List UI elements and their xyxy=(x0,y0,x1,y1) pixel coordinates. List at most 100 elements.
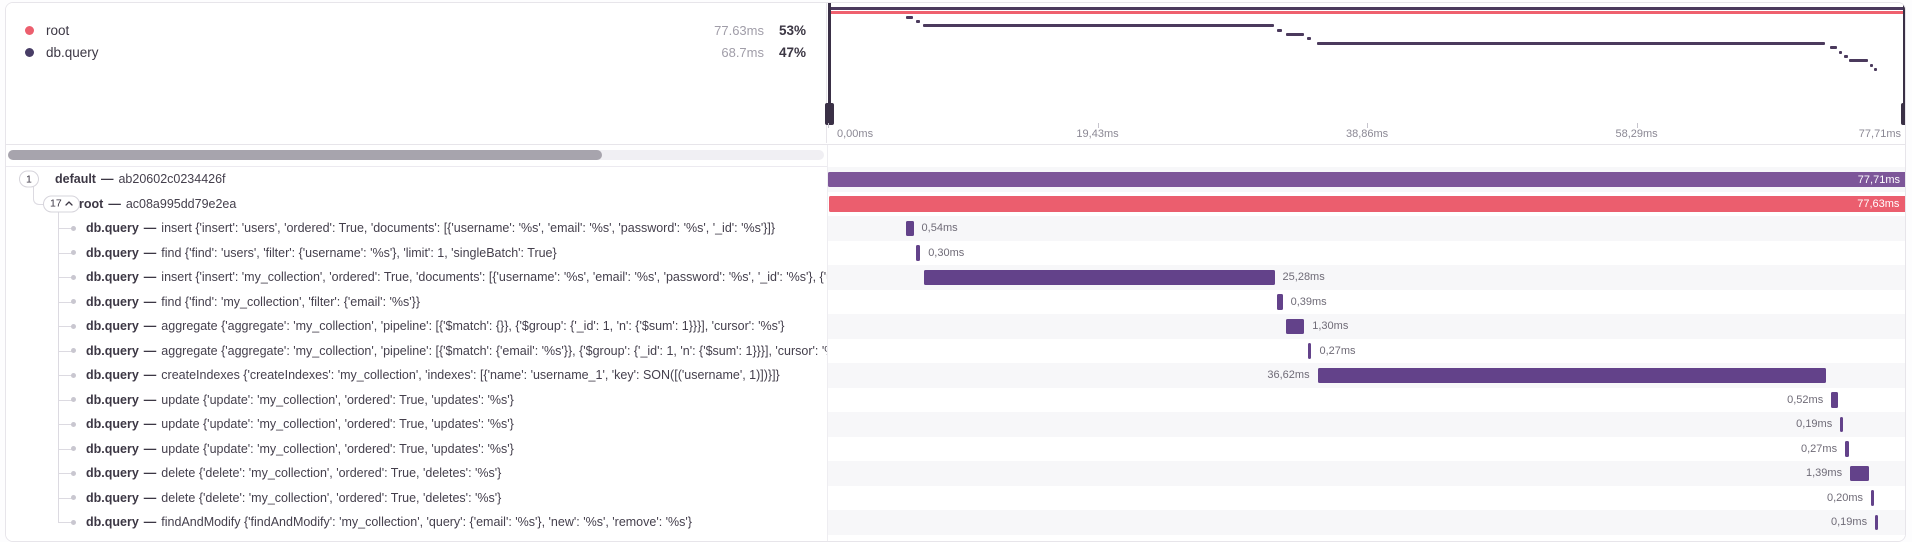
span-bar[interactable] xyxy=(1850,465,1870,481)
tree-row-db-query[interactable]: db.query — createIndexes {'createIndexes':… xyxy=(6,363,827,388)
duration-label: 0,20ms xyxy=(1826,491,1864,504)
tree-branch-dot xyxy=(71,250,76,256)
span-label: db.query — findAndModify {'findAndModify':… xyxy=(86,510,827,535)
span-bar[interactable] xyxy=(1286,318,1305,334)
span-bar[interactable] xyxy=(1875,514,1879,530)
span-detail: ac08a995dd79e2ea xyxy=(125,196,237,211)
span-bar[interactable]: 77,71ms xyxy=(828,171,1905,187)
span-name: db.query xyxy=(86,392,139,407)
axis-tick xyxy=(1097,123,1099,128)
tree-branch-line xyxy=(58,375,73,377)
count-badge[interactable]: 1 xyxy=(19,170,39,188)
tree-row-db-query[interactable]: db.query — findAndModify {'findAndModify':… xyxy=(6,510,827,535)
duration-label: 0,30ms xyxy=(928,246,965,259)
span-bar[interactable] xyxy=(1831,392,1839,408)
tree-row-db-query[interactable]: db.query — update {'update': 'my_collectio… xyxy=(6,412,827,437)
minimap-right-handle[interactable] xyxy=(1903,3,1905,105)
axis-tick-label: 58,29ms xyxy=(1615,128,1658,140)
span-bar[interactable]: 77,63ms xyxy=(828,196,1905,212)
minimap-span xyxy=(905,15,914,19)
legend-item-root[interactable]: root 77.63ms 53% xyxy=(6,19,826,41)
span-detail: delete {'delete': 'my_collection', 'orde… xyxy=(161,466,502,480)
minimap-span xyxy=(828,11,1905,15)
legend-item-db-query[interactable]: db.query 68.7ms 47% xyxy=(6,41,826,63)
duration-label: 0,54ms xyxy=(921,222,958,234)
tree-row-db-query[interactable]: db.query — update {'update': 'my_collectio… xyxy=(6,388,827,413)
timeline-row: 1,30ms xyxy=(828,314,1905,339)
time-axis: 0,00ms 19,43ms 38,86ms 58,29ms 77,71ms xyxy=(828,123,1905,144)
tree-branch-dot xyxy=(71,470,76,476)
badge-count: 17 xyxy=(50,197,62,210)
tree-row-root[interactable]: 17 root — ac08a995dd79e2ea xyxy=(6,192,827,217)
trace-viewer-card: root 77.63ms 53% db.query 68.7ms 47% 0,00ms 19… xyxy=(5,2,1906,542)
timeline-row: 36,62ms xyxy=(828,363,1905,388)
separator: — xyxy=(143,417,157,431)
legend-color-dot xyxy=(25,47,34,57)
span-bar[interactable] xyxy=(1307,343,1312,359)
tree-row-db-query[interactable]: db.query — update {'update': 'my_collectio… xyxy=(6,437,827,462)
tree-branch-dot xyxy=(71,446,76,452)
legend-label: db.query xyxy=(46,44,99,60)
axis-tick xyxy=(1367,123,1369,128)
minimap-left-handle-knob[interactable] xyxy=(825,103,834,125)
legend-percent: 47% xyxy=(778,44,806,60)
separator: — xyxy=(100,172,114,186)
span-name: db.query xyxy=(86,515,139,529)
duration-label: 77,63ms xyxy=(1857,198,1900,210)
span-name: db.query xyxy=(86,245,139,260)
minimap-span xyxy=(1276,28,1283,32)
span-bar[interactable] xyxy=(916,245,921,261)
separator: — xyxy=(143,368,157,382)
timeline-row: 0,30ms xyxy=(828,240,1905,265)
span-label: default — ab20602c0234426f xyxy=(55,167,827,192)
tree-row-db-query[interactable]: db.query — find {'find': 'users', 'filter'… xyxy=(6,241,827,266)
span-label: db.query — insert {'insert': 'my_collectio… xyxy=(86,265,827,290)
legend-panel: root 77.63ms 53% db.query 68.7ms 47% xyxy=(6,3,827,143)
minimap-left-handle[interactable] xyxy=(828,3,831,105)
timeline-row: 0,39ms xyxy=(828,289,1905,314)
separator: — xyxy=(143,245,157,260)
legend-label: root xyxy=(46,22,70,38)
tree-row-db-query[interactable]: db.query — insert {'insert': 'my_collectio… xyxy=(6,265,827,290)
span-detail: update {'update': 'my_collection', 'orde… xyxy=(161,417,514,431)
span-bar[interactable] xyxy=(1317,367,1827,383)
minimap-span xyxy=(1307,37,1311,41)
span-bar[interactable] xyxy=(906,220,914,236)
duration-label: 1,39ms xyxy=(1806,467,1843,479)
span-label: db.query — find {'find': 'my_collection', … xyxy=(86,290,827,315)
minimap-span xyxy=(828,7,1905,10)
tree-row-db-query[interactable]: db.query — delete {'delete': 'my_collectio… xyxy=(6,486,827,511)
span-label: root — ac08a995dd79e2ea xyxy=(79,192,827,217)
span-bar[interactable] xyxy=(1845,441,1849,457)
tree-row-default[interactable]: 1 default — ab20602c0234426f xyxy=(6,167,827,192)
scrollbar-thumb[interactable] xyxy=(8,150,602,160)
collapse-badge[interactable]: 17 xyxy=(43,195,80,213)
minimap-span xyxy=(1849,59,1869,63)
span-bar[interactable] xyxy=(1277,294,1283,310)
tree-row-db-query[interactable]: db.query — aggregate {'aggregate': 'my_col… xyxy=(6,339,827,364)
timeline-row: 0,27ms xyxy=(828,338,1905,363)
tree-row-db-query[interactable]: db.query — aggregate {'aggregate': 'my_col… xyxy=(6,314,827,339)
span-bar[interactable] xyxy=(923,269,1275,285)
minimap-right-handle-knob[interactable] xyxy=(1901,103,1905,125)
timeline-row: 0,20ms xyxy=(828,485,1905,510)
tree-row-db-query[interactable]: db.query — delete {'delete': 'my_collectio… xyxy=(6,461,827,486)
span-detail: update {'update': 'my_collection', 'orde… xyxy=(161,392,514,407)
separator: — xyxy=(143,490,157,505)
tree-branch-dot xyxy=(71,495,76,501)
separator: — xyxy=(143,270,157,284)
axis-tick-label: 38,86ms xyxy=(1345,128,1389,140)
span-bar[interactable] xyxy=(1871,490,1875,506)
span-label: db.query — find {'find': 'users', 'filter'… xyxy=(86,241,827,266)
tree-row-db-query[interactable]: db.query — insert {'insert': 'users', 'ord… xyxy=(6,216,827,241)
duration-label: 0,27ms xyxy=(1801,442,1838,455)
tree-branch-dot xyxy=(71,519,76,525)
duration-label: 0,19ms xyxy=(1831,516,1868,528)
timeline-row: 1,39ms xyxy=(828,461,1905,486)
timeline-rows: 77,71ms 77,63ms 0,54ms 0,30ms 25,28ms 0,39ms 1… xyxy=(828,167,1905,535)
scrollbar-track[interactable] xyxy=(8,150,824,160)
tree-row-db-query[interactable]: db.query — find {'find': 'my_collection', … xyxy=(6,290,827,315)
minimap[interactable] xyxy=(825,3,1905,125)
span-bar[interactable] xyxy=(1840,416,1844,432)
minimap-span xyxy=(1844,54,1848,58)
